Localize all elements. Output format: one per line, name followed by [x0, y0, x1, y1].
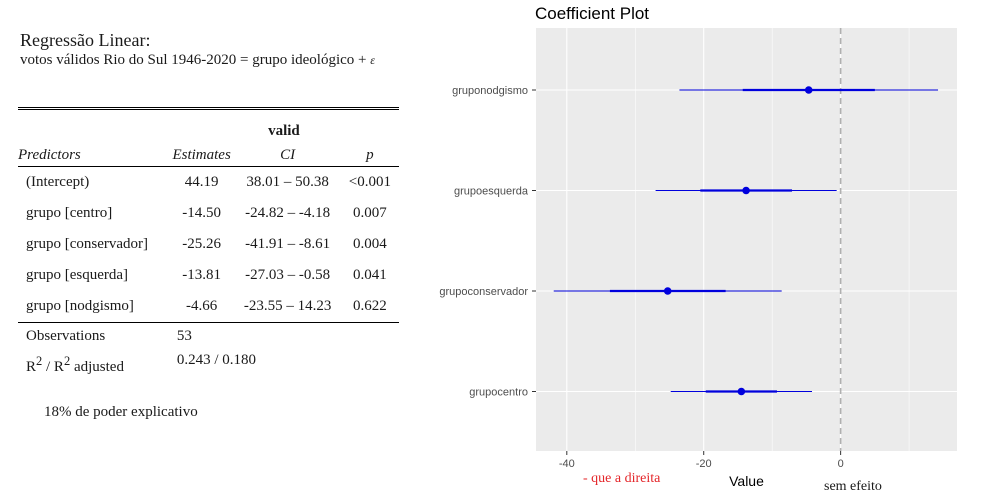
y-tick-label: grupocentro [469, 387, 528, 399]
header-p: p [340, 144, 399, 167]
p-cell: <0.001 [348, 174, 392, 190]
regression-formula: votos válidos Rio do Sul 1946-2020 = gru… [20, 52, 367, 68]
table-header-row: Predictors Estimates CI p [18, 144, 399, 167]
observations-label: Observations [18, 322, 169, 350]
r2-adjusted-word: adjusted [70, 358, 124, 375]
r2-letter: R [26, 358, 37, 375]
estimate-point-grupoesquerda [742, 186, 750, 195]
x-axis-tick-labels: -40 -20 0 [559, 451, 844, 470]
y-tick-label: grupoesquerda [454, 186, 529, 198]
table-row: grupo [conservador] -25.26 -41.91 – -8.6… [18, 229, 399, 260]
p-cell: 0.622 [353, 298, 387, 314]
coefficient-series [553, 86, 939, 396]
header-predictors: Predictors [18, 144, 169, 167]
ci-cell: -24.82 – -4.18 [245, 205, 331, 221]
predictor-cell: grupo [centro] [26, 205, 113, 221]
estimate-cell: -4.66 [186, 298, 218, 314]
estimate-cell: 44.19 [184, 174, 219, 190]
estimate-point-gruponodgismo [804, 86, 813, 94]
r2-value: 0.243 / 0.180 [176, 352, 256, 368]
table-row: grupo [centro] -14.50 -24.82 – -4.18 0.0… [18, 198, 399, 229]
r2-separator: / R [42, 358, 64, 375]
estimate-cell: -14.50 [182, 205, 221, 221]
p-cell: 0.004 [353, 236, 387, 252]
table-row: grupo [nodgismo] -4.66 -23.55 – 14.23 0.… [18, 291, 399, 323]
x-tick-label: 0 [838, 458, 844, 470]
r2-adjusted-superscript: 2 [63, 353, 71, 368]
chart-title: Coefficient Plot [535, 4, 650, 23]
x-tick-label: -40 [559, 458, 575, 470]
header-estimates: Estimates [168, 144, 235, 167]
p-cell: 0.007 [353, 205, 387, 221]
regression-title: Regressão Linear: [20, 30, 151, 50]
observations-value: 53 [168, 322, 399, 350]
table-row: grupo [esquerda] -13.81 -27.03 – -0.58 0… [18, 260, 399, 291]
plot-panel [536, 28, 957, 451]
estimate-cell: -13.81 [182, 267, 221, 283]
annotation-left-of-zero: - que a direita [583, 471, 661, 486]
regression-table: valid Predictors Estimates CI p (Interce… [18, 107, 399, 379]
y-tick-label: grupoconservador [439, 286, 528, 298]
y-tick-label: gruponodgismo [452, 85, 528, 97]
x-tick-label: -20 [696, 458, 712, 470]
r2-label: R2 / R2 adjusted [18, 350, 169, 379]
table-row: (Intercept) 44.19 38.01 – 50.38 <0.001 [18, 167, 399, 199]
x-axis-title: Value [729, 473, 764, 489]
r2-row: R2 / R2 adjusted 0.243 / 0.180 [18, 350, 399, 379]
ci-cell: -41.91 – -8.61 [245, 236, 331, 252]
y-axis-tick-labels: gruponodgismo grupoesquerda grupoconservad… [439, 85, 536, 399]
header-ci: CI [234, 144, 341, 167]
dependent-variable-row: valid [18, 118, 399, 144]
observations-row: Observations 53 [18, 322, 399, 350]
predictor-cell: grupo [esquerda] [26, 267, 129, 283]
annotation-no-effect: sem efeito [824, 479, 882, 494]
explanatory-power-note: 18% de poder explicativo [44, 404, 198, 420]
predictor-cell: grupo [nodgismo] [26, 298, 134, 314]
r2-superscript: 2 [36, 353, 43, 368]
ci-cell: -27.03 – -0.58 [245, 267, 331, 283]
predictor-cell: grupo [conservador] [26, 236, 149, 252]
ci-cell: -23.55 – 14.23 [243, 298, 332, 314]
table-top-rule [18, 107, 399, 118]
predictor-cell: (Intercept) [26, 174, 90, 190]
estimate-point-grupoconservador [663, 287, 672, 295]
regression-subtitle: votos válidos Rio do Sul 1946-2020 = gru… [20, 52, 375, 69]
ci-cell: 38.01 – 50.38 [246, 174, 329, 190]
estimate-cell: -25.26 [182, 236, 221, 252]
dependent-variable: valid [268, 122, 300, 139]
error-term-symbol: ε [370, 53, 375, 67]
estimate-point-grupocentro [737, 387, 746, 396]
p-cell: 0.041 [353, 267, 387, 283]
